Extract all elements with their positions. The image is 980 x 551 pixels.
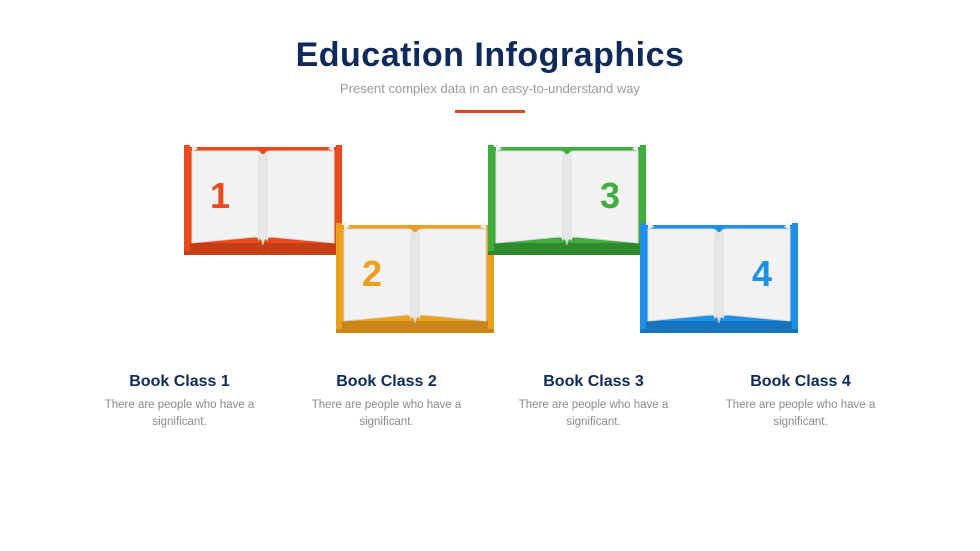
caption-title-4: Book Class 4 xyxy=(721,373,880,391)
title-divider xyxy=(455,110,525,113)
books-area: 1 2 3 xyxy=(0,133,980,363)
book-number-3: 3 xyxy=(600,175,620,217)
page-title: Education Infographics xyxy=(0,36,980,75)
book-2: 2 xyxy=(330,211,500,341)
caption-3: Book Class 3 There are people who have a … xyxy=(514,373,673,430)
caption-2: Book Class 2 There are people who have a … xyxy=(307,373,466,430)
book-number-2: 2 xyxy=(362,253,382,295)
header: Education Infographics Present complex d… xyxy=(0,0,980,113)
book-1: 1 xyxy=(178,133,348,263)
caption-text-4: There are people who have a significant. xyxy=(721,397,880,430)
page-subtitle: Present complex data in an easy-to-under… xyxy=(0,81,980,96)
caption-text-3: There are people who have a significant. xyxy=(514,397,673,430)
book-3: 3 xyxy=(482,133,652,263)
book-number-1: 1 xyxy=(210,175,230,217)
caption-title-1: Book Class 1 xyxy=(100,373,259,391)
caption-text-1: There are people who have a significant. xyxy=(100,397,259,430)
caption-text-2: There are people who have a significant. xyxy=(307,397,466,430)
caption-title-2: Book Class 2 xyxy=(307,373,466,391)
book-4: 4 xyxy=(634,211,804,341)
captions-row: Book Class 1 There are people who have a … xyxy=(0,373,980,430)
caption-1: Book Class 1 There are people who have a … xyxy=(100,373,259,430)
caption-title-3: Book Class 3 xyxy=(514,373,673,391)
book-number-4: 4 xyxy=(752,253,772,295)
caption-4: Book Class 4 There are people who have a … xyxy=(721,373,880,430)
